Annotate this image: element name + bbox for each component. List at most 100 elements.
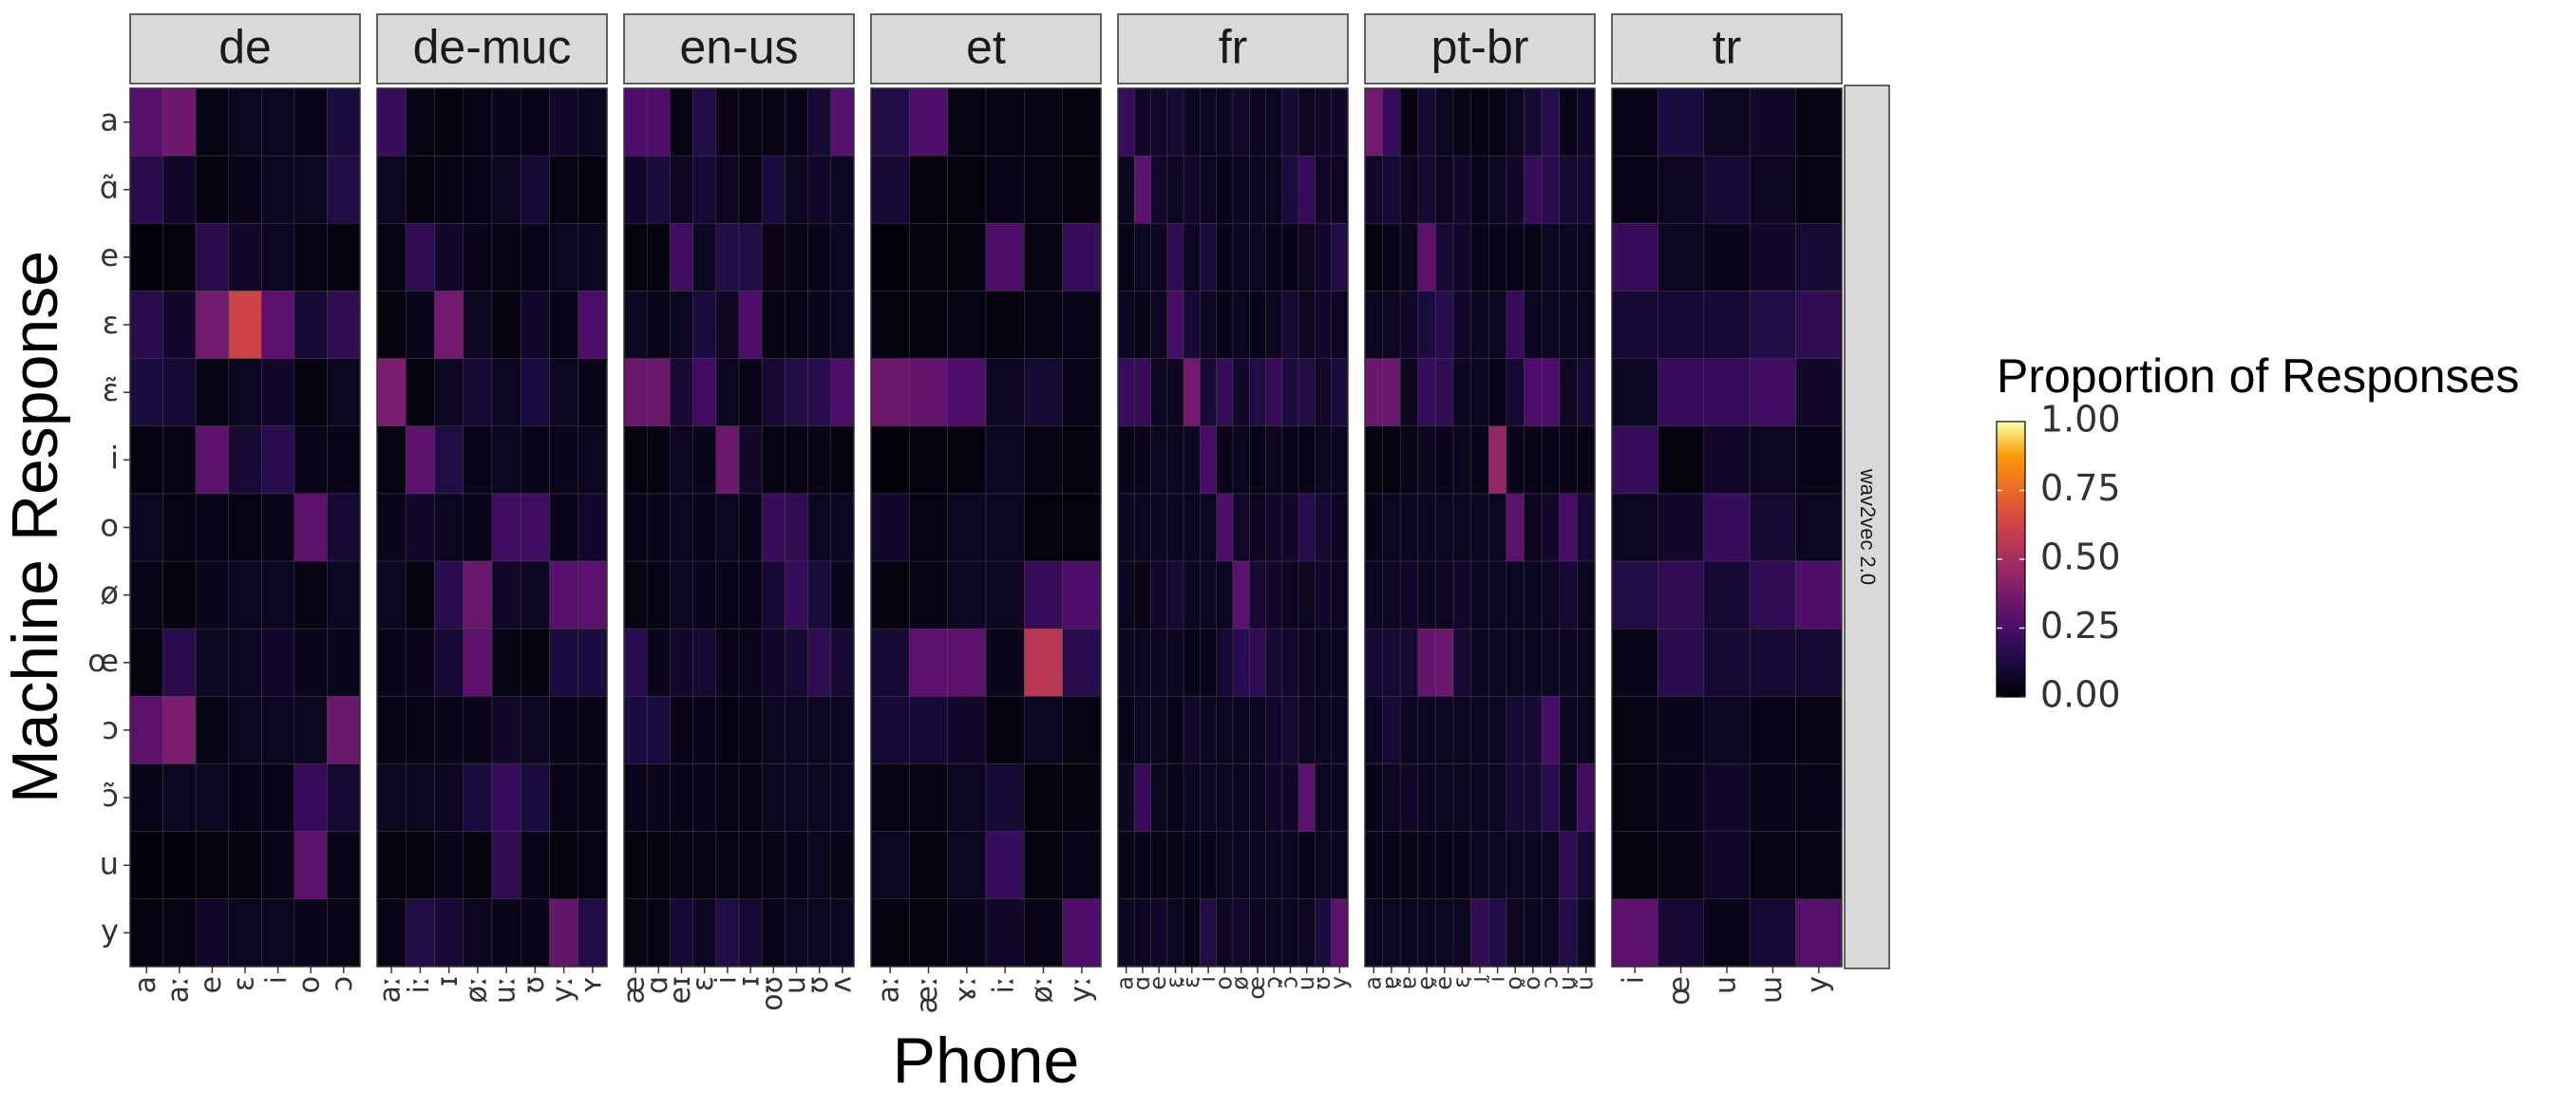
heatmap-cell <box>1265 696 1283 764</box>
heatmap-cell <box>1232 358 1250 427</box>
heatmap-cell <box>870 358 910 427</box>
x-tick-label: y <box>1801 976 1834 993</box>
heatmap-cell <box>162 425 197 495</box>
heatmap-cell <box>1541 358 1561 427</box>
heatmap-cell <box>294 425 328 495</box>
heatmap-cell <box>549 831 579 900</box>
heatmap-cell <box>260 898 295 968</box>
heatmap-cell <box>1382 763 1401 832</box>
heatmap-cell <box>623 560 648 630</box>
heatmap-cell <box>434 493 464 562</box>
heatmap-cell <box>1435 291 1454 359</box>
heatmap-cell <box>738 358 763 427</box>
heatmap-cell <box>549 493 579 562</box>
x-tick-label: oʊ <box>756 976 789 1011</box>
heatmap-cell <box>1133 358 1151 427</box>
x-tick-label: æ <box>618 976 652 1004</box>
heatmap-cell <box>578 291 608 359</box>
x-tick-label: a <box>1112 976 1139 990</box>
heatmap-cell <box>1281 696 1299 764</box>
heatmap-cell <box>1331 87 1349 157</box>
x-tick-label: ɔ <box>326 976 359 991</box>
heatmap-cell <box>1435 560 1454 630</box>
heatmap-cell <box>1452 763 1471 832</box>
heatmap-cell <box>1062 223 1102 291</box>
heatmap-cell <box>1062 87 1102 157</box>
heatmap-cell <box>670 831 693 900</box>
x-tick-label: i <box>1466 976 1492 983</box>
heatmap-cell <box>1417 155 1436 224</box>
heatmap-cell <box>1248 291 1266 359</box>
heatmap-cell <box>985 155 1025 224</box>
heatmap-cell <box>1795 223 1843 291</box>
heatmap-cell <box>1265 87 1283 157</box>
heatmap-cell <box>1611 763 1658 832</box>
heatmap-cell <box>1749 155 1796 224</box>
heatmap-cell <box>1470 560 1489 630</box>
heatmap-cell <box>1297 763 1316 832</box>
heatmap-cell <box>1150 493 1168 562</box>
heatmap-cell <box>162 696 197 764</box>
heatmap-cell <box>1200 763 1218 832</box>
heatmap-cell <box>520 831 550 900</box>
heatmap-cell <box>260 223 295 291</box>
heatmap-cell <box>1470 831 1489 900</box>
heatmap-cell <box>1577 560 1596 630</box>
heatmap-cell <box>434 560 464 630</box>
heatmap-cell <box>1541 155 1561 224</box>
heatmap-cell <box>670 560 693 630</box>
heatmap-cell <box>670 898 693 968</box>
y-axis-title: Machine Response <box>0 251 71 803</box>
heatmap-cell <box>1795 358 1843 427</box>
heatmap-cell <box>1488 560 1507 630</box>
panel-border <box>870 87 1102 968</box>
x-tick-label: ɐ̃ <box>1395 976 1422 989</box>
heatmap-cell <box>947 493 987 562</box>
heatmap-cell <box>1435 763 1454 832</box>
heatmap-cell <box>294 628 328 697</box>
heatmap-cell <box>1133 763 1151 832</box>
heatmap-cell <box>1524 291 1543 359</box>
heatmap-cell <box>1297 155 1316 224</box>
heatmap-cell <box>129 493 163 562</box>
heatmap-cell <box>1703 425 1751 495</box>
heatmap-cell <box>785 291 808 359</box>
heatmap-cell <box>1117 831 1135 900</box>
heatmap-cell <box>578 763 608 832</box>
heatmap-cell <box>1703 291 1751 359</box>
heatmap-cell <box>1749 763 1796 832</box>
heatmap-cell <box>1452 223 1471 291</box>
heatmap-cell <box>491 223 521 291</box>
heatmap-cell <box>1265 425 1283 495</box>
row-strip-label: wav2vec 2.0 <box>1856 468 1880 585</box>
heatmap-cell <box>434 696 464 764</box>
heatmap-cell <box>1524 425 1543 495</box>
heatmap-cell <box>463 493 493 562</box>
heatmap-cell <box>1399 763 1419 832</box>
heatmap-cell <box>1657 763 1705 832</box>
heatmap-cell <box>623 155 648 224</box>
heatmap-cell <box>1117 425 1135 495</box>
heatmap-cell <box>327 696 361 764</box>
heatmap-cell <box>1506 763 1525 832</box>
heatmap-cell <box>1216 493 1234 562</box>
heatmap-cell <box>1417 358 1436 427</box>
heatmap-cell <box>578 831 608 900</box>
x-tick-label: e <box>1145 976 1171 990</box>
heatmap-cell <box>1166 628 1184 697</box>
legend-tick-label: 0.00 <box>2040 674 2121 716</box>
heatmap-cell <box>491 831 521 900</box>
heatmap-cell <box>1062 155 1102 224</box>
heatmap-cell <box>1452 155 1471 224</box>
heatmap-cell <box>1166 425 1184 495</box>
heatmap-cell <box>1417 628 1436 697</box>
x-tick-label: i <box>710 976 743 984</box>
heatmap-cell <box>1133 898 1151 968</box>
heatmap-cell <box>162 223 197 291</box>
heatmap-cell <box>909 696 948 764</box>
heatmap-cell <box>376 155 407 224</box>
heatmap-cell <box>578 358 608 427</box>
heatmap-cell <box>1331 696 1349 764</box>
panel-strip-label: tr <box>1713 21 1742 74</box>
heatmap-cell <box>327 223 361 291</box>
